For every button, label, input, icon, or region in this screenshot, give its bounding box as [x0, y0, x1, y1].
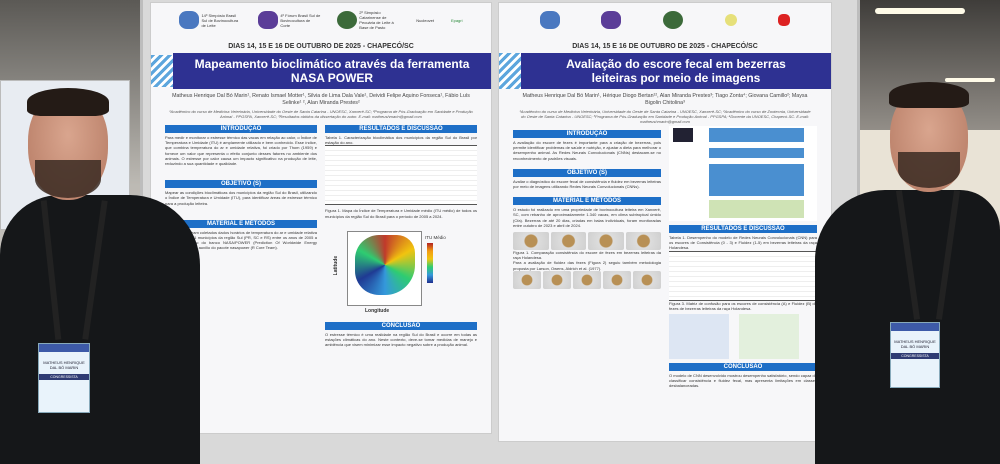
decorative-stripes [499, 53, 521, 89]
poster-nasa-power: 14º Simpósio Brasil Sul de Bovinocultura… [150, 2, 492, 434]
person-left-beard [35, 160, 101, 198]
section-header-objective: OBJETIVO (S) [513, 168, 661, 177]
event-logos: 14º Simpósio Brasil Sul de Bovinocultura… [151, 3, 491, 37]
confusion-matrix-consistency [669, 314, 729, 360]
person-right-hair [889, 82, 969, 108]
person-right-beard [898, 152, 960, 188]
figure-caption: Figura 1. Mapa do Índice de Temperatura … [325, 208, 477, 219]
badge-name: MATHEUS HENRIQUE DAL BÓ MARIN [894, 339, 936, 349]
objective-text: Avaliar o diagnóstico do escore fecal de… [513, 178, 662, 190]
legend-colorbar [427, 242, 433, 283]
badge-name: MATHEUS HENRIQUE DAL BÓ MARIN [43, 360, 85, 370]
intro-text: Para medir e monitorar o estresse térmic… [165, 135, 317, 167]
name-badge-right: MATHEUS HENRIQUE DAL BÓ MARIN CONGRESSIS… [890, 322, 940, 388]
poster-title: Mapeamento bioclimático através da ferra… [173, 53, 491, 89]
section-header-methods: MATERIAL E MÉTODOS [165, 219, 317, 228]
legend-title: ITU Médio [425, 234, 446, 240]
person-left-hair [27, 88, 109, 116]
cnn-performance-table [669, 250, 817, 301]
logo-simposio-pasto [662, 11, 683, 29]
section-header-conclusion: CONCLUSÃO [325, 321, 477, 330]
confusion-matrices [669, 314, 817, 360]
section-header-objective: OBJETIVO (S) [165, 180, 317, 189]
figure2-text: Para a avaliação de fluidez das fezes (F… [513, 260, 661, 271]
logo-simposio-leite [539, 11, 560, 29]
feces-consistency-photos [513, 232, 661, 251]
logo-forum-corte [601, 11, 622, 29]
section-header-results: RESULTADOS E DISCUSSÃO [669, 225, 817, 233]
methods-text: O estudo foi realizado em uma propriedad… [513, 207, 661, 228]
results-table [325, 145, 477, 206]
objective-text: Mapear as condições bioclimáticas dos mu… [165, 190, 317, 206]
event-date: DIAS 14, 15 E 16 DE OUTUBRO DE 2025 - CH… [228, 43, 414, 50]
section-header-results: RESULTADOS E DISCUSSÃO [325, 125, 477, 133]
table-caption: Tabela 1. Caracterização bioclimática do… [325, 135, 477, 146]
section-header-intro: INTRODUÇÃO [165, 125, 317, 133]
methods-text: Inicialmente, foram coletados dados horá… [165, 229, 317, 251]
section-header-methods: MATERIAL E MÉTODOS [513, 197, 661, 206]
map-region [355, 234, 415, 295]
figure3-caption: Figura 3. Matriz de confusão para os esc… [669, 300, 817, 311]
conclusion-text: O modelo de CNN desenvolvido mostrou des… [669, 373, 817, 389]
poster-authors: Matheus Henrique Dal Bó Marin¹, Hérique … [522, 93, 808, 106]
poster-escore-fecal: DIAS 14, 15 E 16 DE OUTUBRO DE 2025 - CH… [498, 2, 832, 442]
ceiling-light [875, 8, 965, 14]
logo-simposio-leite: 14º Simpósio Brasil Sul de Bovinocultura… [179, 11, 241, 29]
intro-text: A avaliação do escore de fezes é importa… [513, 140, 661, 161]
itu-map-figure: ITU Médio Longitude Latitude [325, 223, 477, 318]
section-header-conclusion: CONCLUSÃO [669, 363, 817, 372]
feces-fluidity-photos [513, 270, 661, 289]
poster-title: Avaliação do escore fecal em bezerras le… [521, 53, 831, 89]
logo-epagri: Epagri [450, 17, 463, 23]
ceiling-light [945, 78, 995, 82]
section-header-intro: INTRODUÇÃO [513, 130, 661, 138]
poster-authors: Matheus Henrique Dal Bó Marin¹, Renato I… [172, 93, 470, 106]
poster-affiliation: ¹Acadêmico do curso de Medicina Veteriná… [169, 109, 473, 119]
event-date: DIAS 14, 15 E 16 DE OUTUBRO DE 2025 - CH… [572, 43, 758, 50]
poster-affiliation: ¹Acadêmico do curso de Medicina Veteriná… [519, 109, 811, 124]
confusion-matrix-fluidity [739, 314, 799, 360]
decorative-stripes [151, 55, 173, 87]
logo-simposio-pasto: 2º Simpósio Catarinense de Pecuária de L… [337, 10, 399, 30]
conclusion-text: O estresse térmico é uma realidade na re… [325, 331, 477, 348]
logo-forum-corte: 4º Fórum Brasil Sul de Bovinocultura de … [258, 11, 320, 29]
event-logos [499, 3, 831, 37]
badge-role: CONGRESSISTA [39, 374, 89, 380]
name-badge-left: MATHEUS HENRIQUE DAL BÓ MARIN CONGRESSIS… [38, 343, 90, 413]
logo-epagri [778, 14, 791, 26]
x-axis-label: Longitude [365, 307, 390, 314]
table-caption: Tabela 1. Desempenho do modelo de Redes … [669, 235, 817, 251]
methods-flowchart [669, 126, 817, 221]
badge-role: CONGRESSISTA [891, 353, 939, 359]
figure1-caption: Figura 1. Comparação consistência do esc… [513, 250, 661, 261]
y-axis-label: Latitude [333, 255, 340, 276]
logo-nucleovet [724, 14, 737, 26]
logo-nucleovet: Nucleovet [416, 17, 435, 23]
